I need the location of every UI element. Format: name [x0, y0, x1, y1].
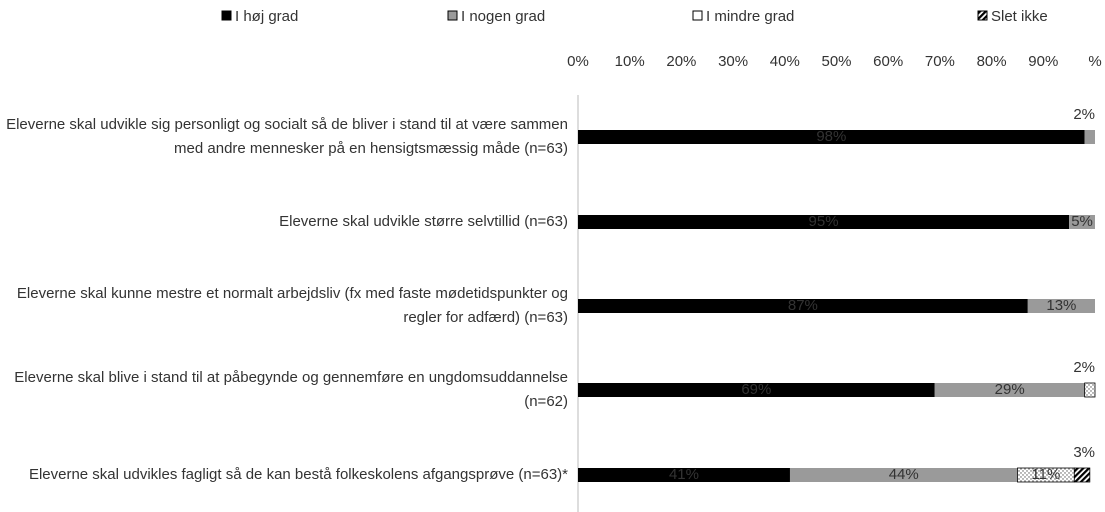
x-tick-label: 40%: [770, 53, 800, 70]
bar-segment: [578, 468, 790, 482]
value-label: 3%: [1073, 444, 1095, 461]
x-tick-label: 20%: [666, 53, 696, 70]
legend-label: Slet ikke: [991, 8, 1048, 25]
value-label: 44%: [889, 466, 919, 483]
bar-segment: [1027, 299, 1095, 313]
legend-swatch: [447, 10, 458, 21]
bar-segment: [934, 383, 1085, 397]
x-tick-label: 90%: [1028, 53, 1058, 70]
value-label: 98%: [816, 128, 846, 145]
bar-segment: [789, 468, 1018, 482]
category-label: Eleverne skal blive i stand til at påbeg…: [14, 369, 568, 410]
bar-segment: [578, 383, 935, 397]
category-label: Eleverne skal udvikle sig personligt og …: [6, 116, 568, 157]
value-label: 5%: [1071, 213, 1093, 230]
x-tick-label: 80%: [977, 53, 1007, 70]
legend-label: I mindre grad: [706, 8, 794, 25]
legend-swatch: [692, 10, 703, 21]
value-label: 11%: [1031, 466, 1060, 483]
bar-segment: [578, 130, 1085, 144]
value-label: 69%: [741, 381, 771, 398]
x-tick-label: 30%: [718, 53, 748, 70]
category-label: Eleverne skal udvikle større selvtillid …: [279, 213, 568, 230]
value-label: 41%: [669, 466, 699, 483]
legend-swatch: [977, 10, 988, 21]
bar-segment: [1073, 467, 1091, 483]
category-label: Eleverne skal kunne mestre et normalt ar…: [16, 285, 568, 326]
bar-segment: [578, 299, 1028, 313]
x-tick-label: %: [1088, 53, 1101, 70]
bar-segment: [578, 215, 1070, 229]
bar-segment: [1084, 382, 1096, 398]
legend-label: I høj grad: [235, 8, 298, 25]
x-tick-label: 50%: [821, 53, 851, 70]
bar-segment: [1084, 130, 1095, 144]
value-label: 87%: [788, 297, 818, 314]
x-tick-label: 70%: [925, 53, 955, 70]
value-label: 95%: [809, 213, 839, 230]
x-tick-label: 10%: [615, 53, 645, 70]
legend-label: I nogen grad: [461, 8, 545, 25]
category-label: Eleverne skal udvikles fagligt så de kan…: [28, 466, 568, 483]
value-label: 29%: [995, 381, 1025, 398]
value-label: 13%: [1046, 297, 1076, 314]
legend-swatch: [221, 10, 232, 21]
value-label: 2%: [1073, 106, 1095, 123]
x-tick-label: 60%: [873, 53, 903, 70]
bar-segment: [1069, 215, 1095, 229]
value-label: 2%: [1073, 359, 1095, 376]
x-tick-label: 0%: [567, 53, 589, 70]
